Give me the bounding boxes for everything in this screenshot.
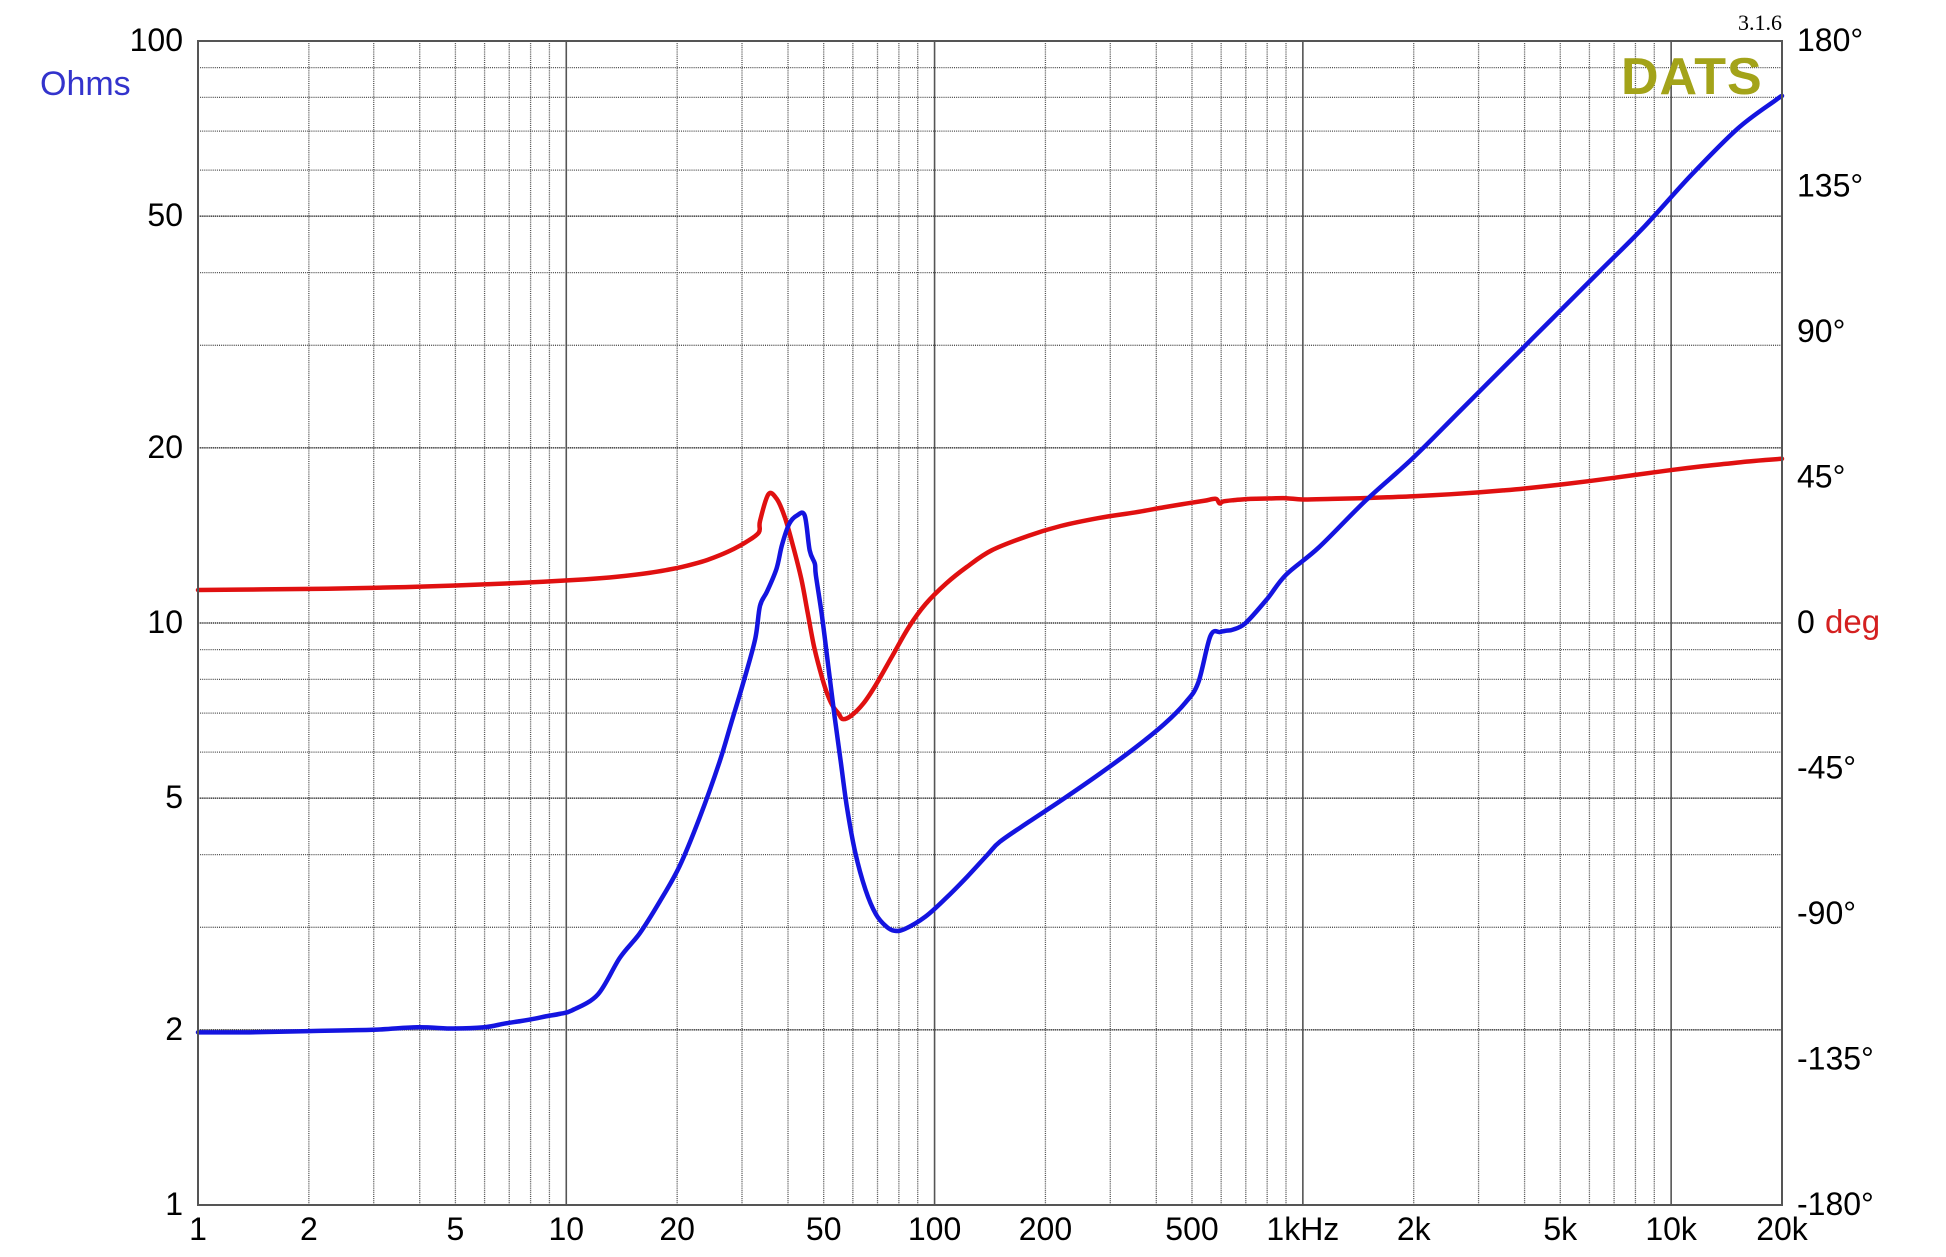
svg-text:-45°: -45° bbox=[1797, 750, 1856, 786]
svg-text:3.1.6: 3.1.6 bbox=[1738, 10, 1782, 35]
svg-text:20: 20 bbox=[659, 1211, 695, 1247]
svg-text:90°: 90° bbox=[1797, 313, 1845, 349]
svg-text:10: 10 bbox=[147, 604, 183, 640]
svg-text:deg: deg bbox=[1825, 603, 1880, 640]
svg-text:5k: 5k bbox=[1543, 1211, 1578, 1247]
svg-text:Ohms: Ohms bbox=[40, 65, 131, 103]
svg-text:1: 1 bbox=[189, 1211, 207, 1247]
svg-text:135°: 135° bbox=[1797, 168, 1863, 204]
svg-text:-135°: -135° bbox=[1797, 1041, 1874, 1077]
svg-text:-90°: -90° bbox=[1797, 895, 1856, 931]
svg-text:10k: 10k bbox=[1645, 1211, 1698, 1247]
svg-text:2k: 2k bbox=[1397, 1211, 1432, 1247]
svg-text:500: 500 bbox=[1165, 1211, 1218, 1247]
svg-text:5: 5 bbox=[447, 1211, 465, 1247]
svg-text:180°: 180° bbox=[1797, 22, 1863, 58]
svg-text:0: 0 bbox=[1797, 604, 1815, 640]
svg-text:50: 50 bbox=[147, 197, 183, 233]
svg-text:200: 200 bbox=[1019, 1211, 1072, 1247]
svg-text:-180°: -180° bbox=[1797, 1186, 1874, 1222]
svg-text:100: 100 bbox=[130, 22, 183, 58]
svg-text:DATS: DATS bbox=[1621, 48, 1763, 106]
svg-text:50: 50 bbox=[806, 1211, 842, 1247]
svg-text:45°: 45° bbox=[1797, 459, 1845, 495]
svg-text:1: 1 bbox=[165, 1186, 183, 1222]
svg-text:10: 10 bbox=[548, 1211, 584, 1247]
svg-text:20: 20 bbox=[147, 429, 183, 465]
svg-text:5: 5 bbox=[165, 779, 183, 815]
svg-text:2: 2 bbox=[300, 1211, 318, 1247]
svg-text:2: 2 bbox=[165, 1011, 183, 1047]
svg-text:100: 100 bbox=[908, 1211, 961, 1247]
svg-text:1kHz: 1kHz bbox=[1266, 1211, 1339, 1247]
